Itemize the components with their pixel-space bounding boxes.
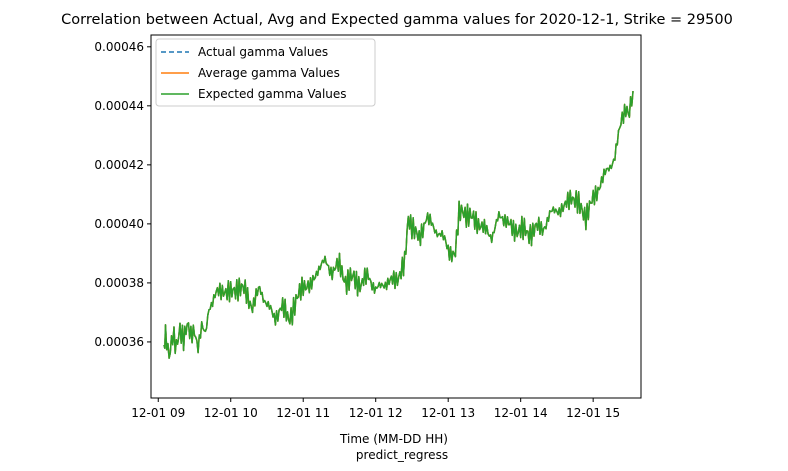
legend-label: Expected gamma Values xyxy=(198,87,347,101)
x-tick-label: 12-01 09 xyxy=(131,406,185,420)
legend-box xyxy=(155,38,376,107)
x-tick-label: 12-01 11 xyxy=(276,406,330,420)
chart-sublabel: predict_regress xyxy=(356,448,448,462)
x-tick-label: 12-01 15 xyxy=(566,406,620,420)
chart-title: Correlation between Actual, Avg and Expe… xyxy=(61,12,733,28)
series-line-2 xyxy=(163,91,634,359)
series-line-3 xyxy=(163,91,634,359)
y-tick-label: 0.00044 xyxy=(94,99,144,113)
plot-area xyxy=(163,91,634,359)
x-tick-label: 12-01 10 xyxy=(204,406,258,420)
y-tick-label: 0.00046 xyxy=(94,40,144,54)
x-tick-label: 12-01 12 xyxy=(349,406,403,420)
series-line-1 xyxy=(163,91,634,359)
y-tick-label: 0.00042 xyxy=(94,158,144,172)
plot-frame xyxy=(150,34,642,399)
x-tick-label: 12-01 14 xyxy=(494,406,548,420)
x-tick-label: 12-01 13 xyxy=(421,406,475,420)
x-axis: 12-01 09 12-01 10 12-01 11 12-01 12 12-01 13… xyxy=(131,398,620,420)
legend-label: Average gamma Values xyxy=(198,66,340,80)
legend: Actual gamma Values Average gamma Values E… xyxy=(155,38,376,107)
x-axis-label: Time (MM-DD HH) xyxy=(339,432,448,446)
y-tick-label: 0.00040 xyxy=(94,217,144,231)
y-tick-label: 0.00038 xyxy=(94,276,144,290)
y-axis: 0.00036 0.00038 0.00040 0.00042 0.00044 0.000… xyxy=(94,40,151,349)
legend-label: Actual gamma Values xyxy=(198,45,328,59)
y-tick-label: 0.00036 xyxy=(94,335,144,349)
